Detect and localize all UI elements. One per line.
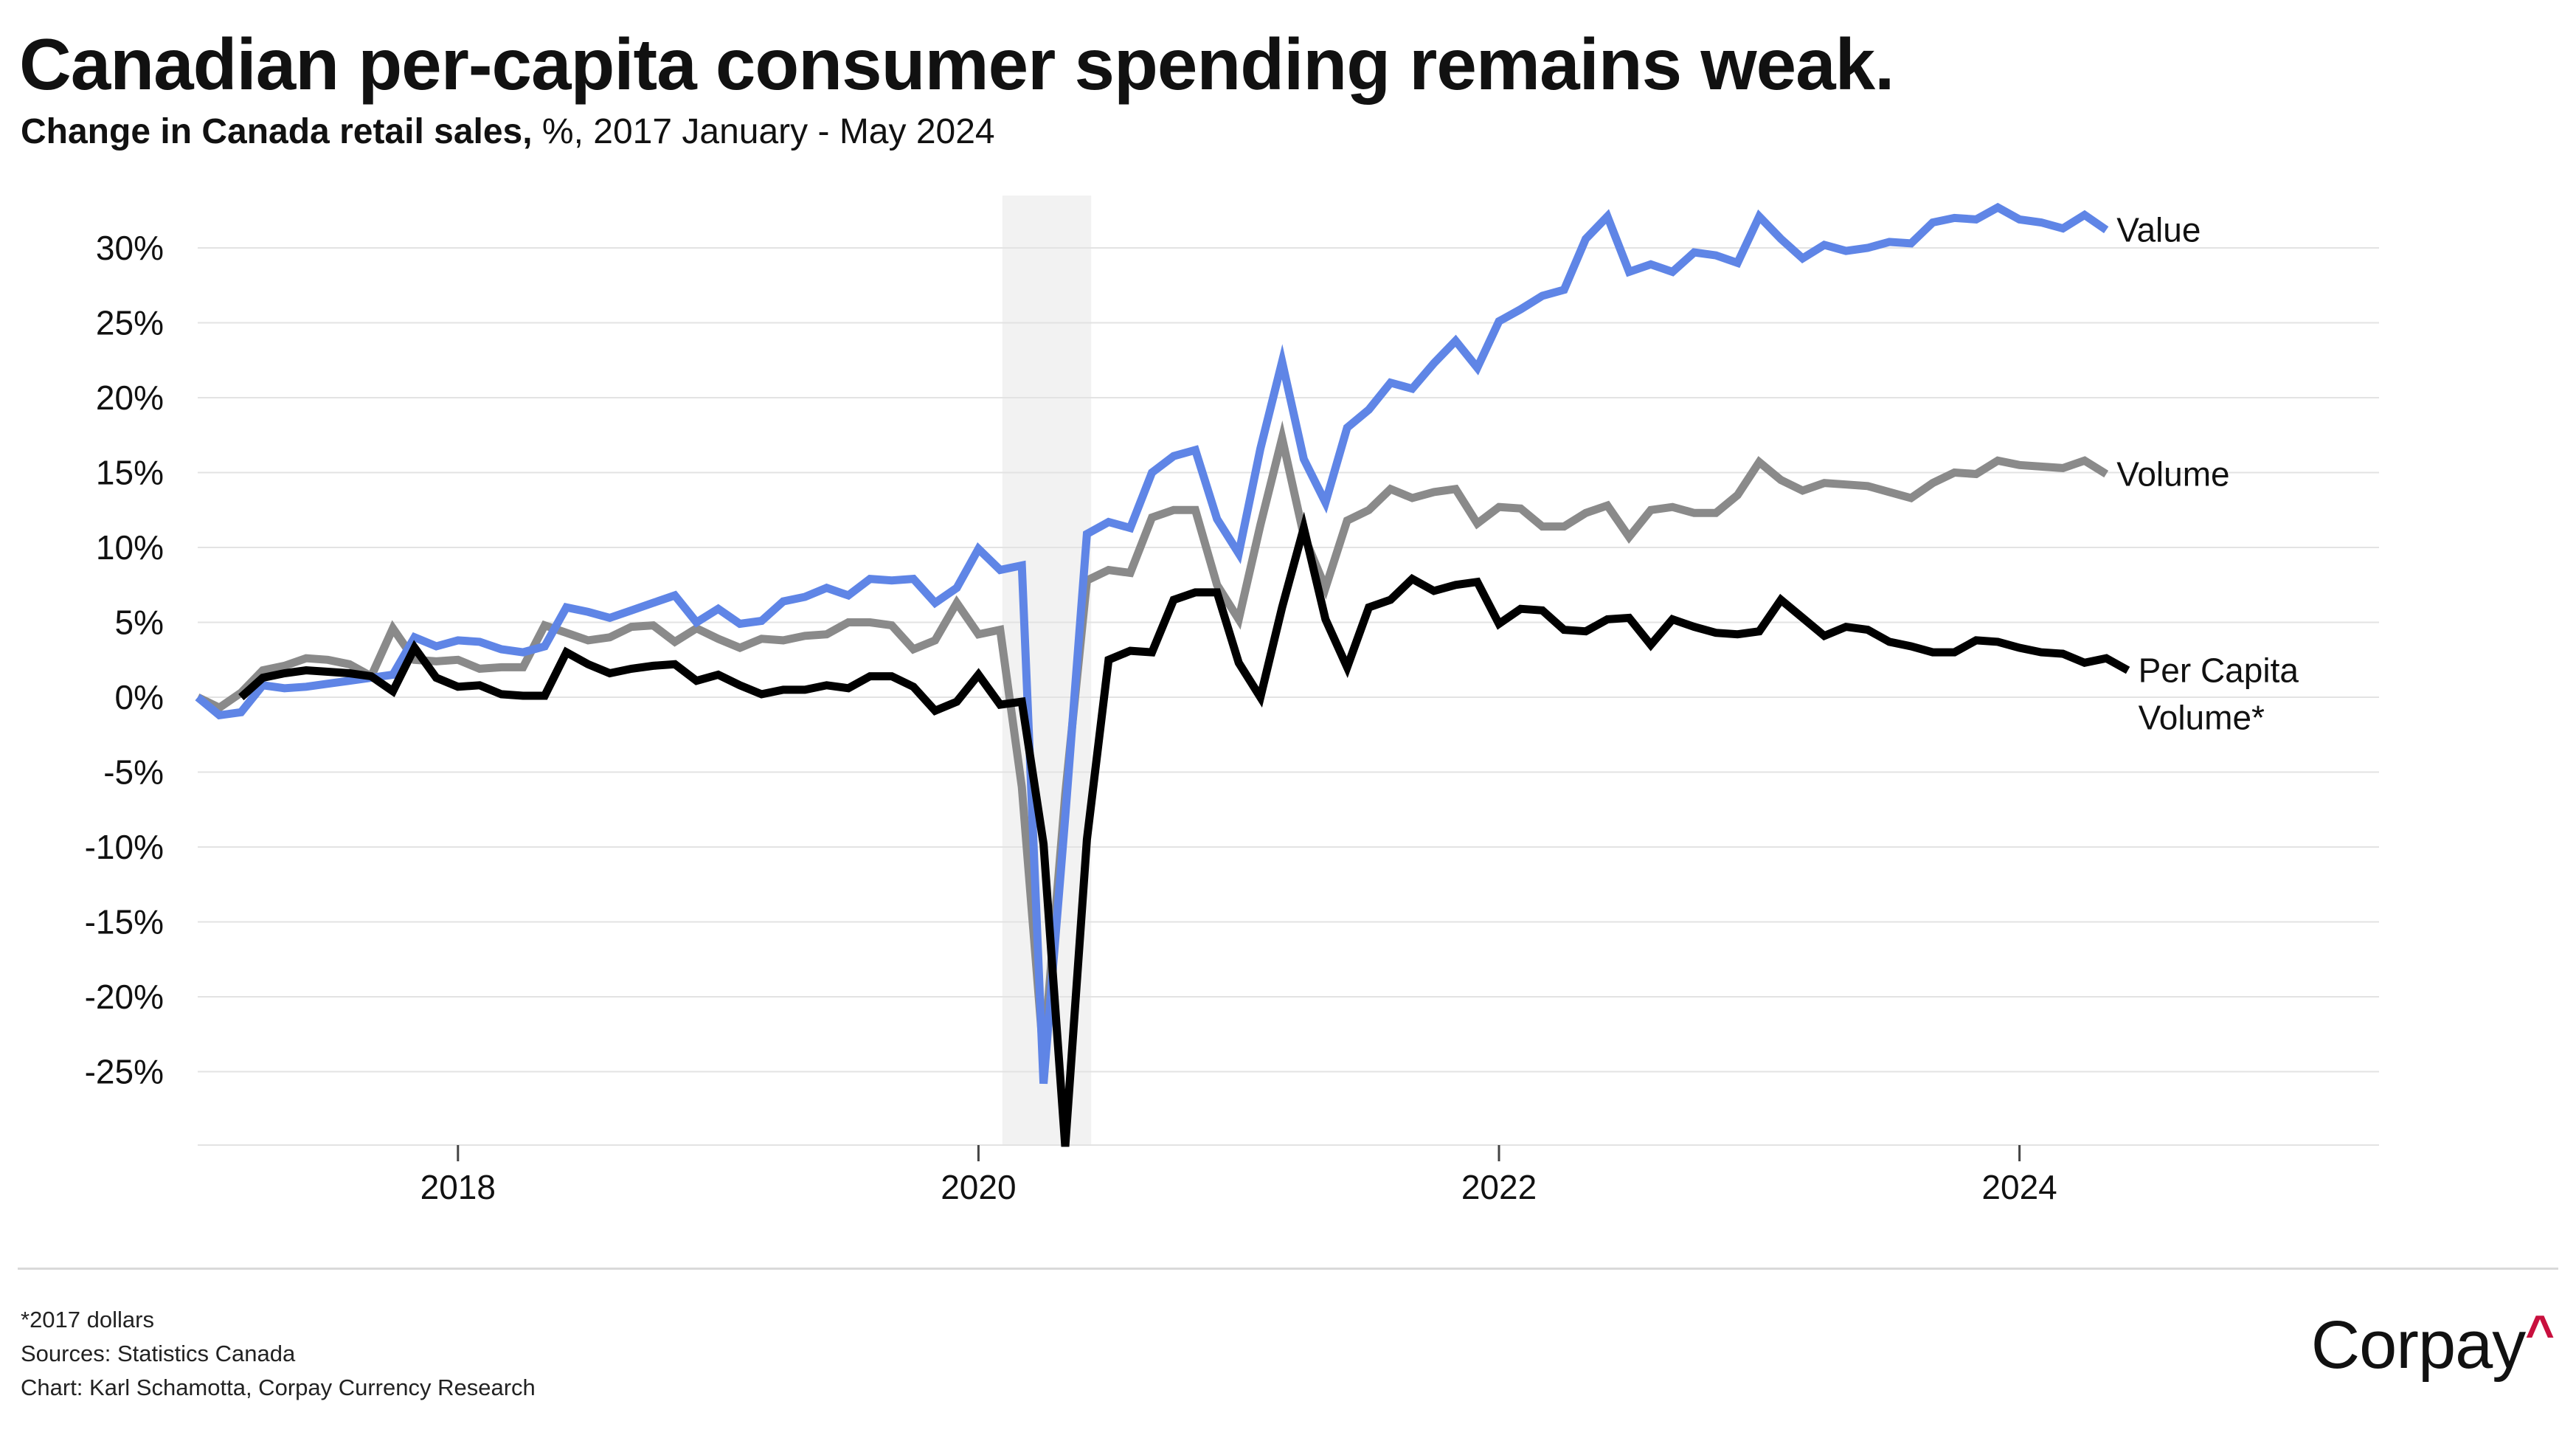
y-tick-label: 25% [96, 304, 164, 342]
footnote-dollars: *2017 dollars [21, 1307, 154, 1332]
gridlines [198, 247, 2379, 1146]
series-lines [195, 202, 2130, 1147]
y-tick-label: -15% [85, 903, 164, 941]
y-tick-label: 15% [96, 454, 164, 492]
corpay-logo: Corpay^ [2310, 1304, 2555, 1384]
x-tick-label: 2018 [420, 1168, 496, 1206]
y-tick-label: -25% [85, 1053, 164, 1091]
x-tick-label: 2024 [1981, 1168, 2057, 1206]
x-tick-label: 2022 [1461, 1168, 1537, 1206]
y-tick-label: -5% [103, 753, 164, 792]
logo-caret-icon: ^ [2525, 1305, 2555, 1361]
series-line-value [195, 202, 2109, 1085]
series-end-label-line: Value [2116, 211, 2201, 249]
x-tick-label: 2020 [941, 1168, 1016, 1206]
y-tick-label: 30% [96, 229, 164, 267]
footnotes: *2017 dollars Sources: Statistics Canada… [21, 1303, 536, 1405]
subtitle-range: %, 2017 January - May 2024 [532, 112, 995, 151]
y-tick-label: 0% [115, 678, 164, 716]
y-tick-label: 10% [96, 528, 164, 567]
chart-subtitle: Change in Canada retail sales, %, 2017 J… [21, 111, 995, 153]
series-end-label-line: Per Capita [2139, 651, 2299, 689]
series-line-per-capita-volume [238, 511, 2130, 1147]
footnote-credit: Chart: Karl Schamotta, Corpay Currency R… [21, 1375, 536, 1400]
line-chart: 30% 25% 20% 15% 10% 5% 0% -5% -10% -15% -20% -25% 2… [85, 196, 2379, 1206]
y-tick-label: 5% [115, 604, 164, 642]
chart-title: Canadian per-capita consumer spending re… [19, 24, 1894, 105]
series-end-label: Volume [2116, 455, 2229, 494]
y-tick-label: -10% [85, 828, 164, 866]
series-end-label-line: Volume [2116, 455, 2229, 494]
series-end-label-line: Volume* [2139, 698, 2265, 736]
subtitle-lead: Change in Canada retail sales, [21, 112, 533, 151]
series-end-labels: Value Volume Per Capita Volume* [2116, 211, 2299, 737]
series-end-label: Value [2116, 211, 2201, 249]
series-end-label: Per Capita Volume* [2139, 651, 2299, 736]
x-axis-ticks: 2018 2020 2022 2024 [420, 1145, 2057, 1206]
y-axis-ticks: 30% 25% 20% 15% 10% 5% 0% -5% -10% -15% -20% -25% [85, 229, 164, 1091]
logo-wordmark: Corpay [2310, 1307, 2527, 1383]
footer-divider [18, 1268, 2558, 1270]
y-tick-label: 20% [96, 378, 164, 417]
series-line-volume [195, 420, 2109, 1057]
footnote-sources: Sources: Statistics Canada [21, 1341, 296, 1366]
y-tick-label: -20% [85, 978, 164, 1016]
